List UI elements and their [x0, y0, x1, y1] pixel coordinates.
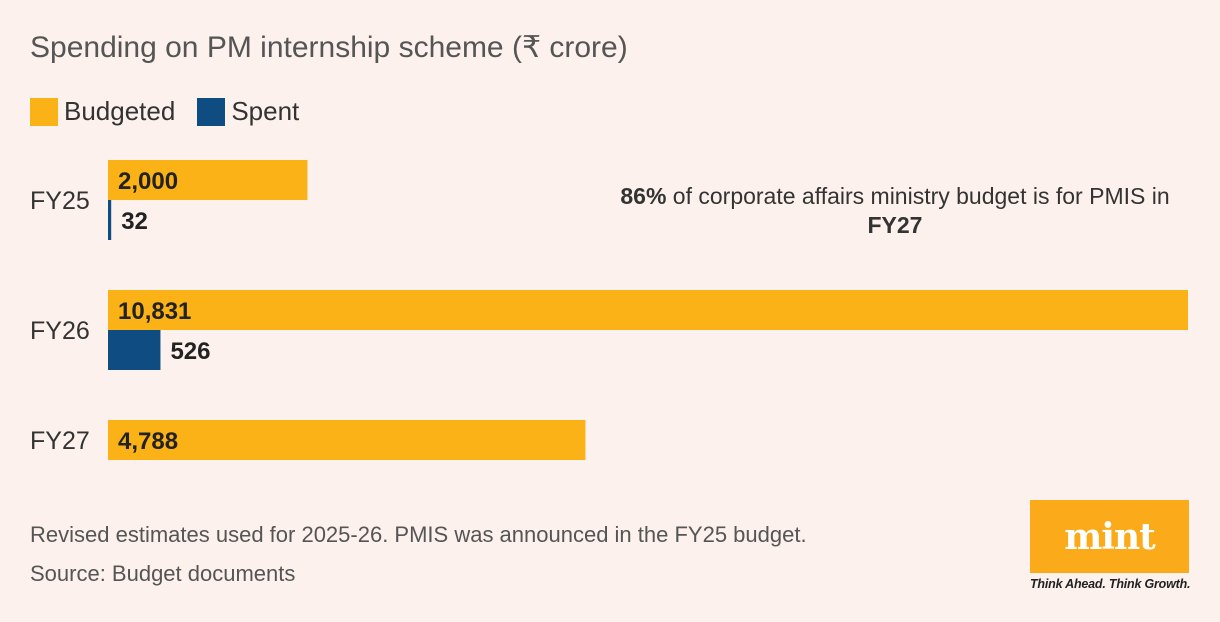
data-label-spent-fy26: 526: [170, 338, 210, 365]
legend-label-spent: Spent: [231, 96, 300, 126]
source-note: Source: Budget documents: [30, 561, 296, 586]
category-label-fy25: FY25: [30, 187, 90, 215]
category-label-fy27: FY27: [30, 427, 90, 455]
chart-legend: Budgeted Spent: [30, 96, 299, 127]
data-label-spent-fy25: 32: [121, 208, 148, 235]
bar-budgeted-fy26: [108, 290, 1188, 330]
bar-chart: FY25 2,000 32 FY26 10,831 526 FY27 4,788: [30, 160, 1188, 460]
bar-budgeted-fy27: [108, 420, 586, 460]
annotation-highlight-year: FY27: [867, 212, 923, 238]
legend-item-spent: Spent: [197, 96, 299, 127]
data-label-budgeted-fy26: 10,831: [118, 298, 191, 325]
data-label-budgeted-fy27: 4,788: [118, 428, 178, 455]
footnote: Revised estimates used for 2025-26. PMIS…: [30, 522, 807, 547]
legend-item-budgeted: Budgeted: [30, 96, 175, 127]
legend-swatch-spent: [197, 97, 226, 126]
chart-title: Spending on PM internship scheme (₹ cror…: [30, 31, 628, 64]
logo-tagline: Think Ahead. Think Growth.: [1030, 577, 1191, 591]
annotation-text: of corporate affairs ministry budget is …: [666, 183, 1170, 209]
annotation-highlight-percent: 86%: [620, 183, 667, 209]
category-label-fy26: FY26: [30, 317, 90, 345]
bar-budgeted-fy25: [108, 160, 308, 200]
logo-wordmark: mint: [1064, 515, 1156, 558]
bar-spent-fy25: [108, 200, 112, 240]
chart-annotation: 86% of corporate affairs ministry budget…: [618, 182, 1172, 240]
bar-spent-fy26: [108, 330, 161, 370]
mint-logo: mint: [1030, 500, 1189, 573]
legend-swatch-budgeted: [30, 97, 58, 126]
legend-label-budgeted: Budgeted: [64, 96, 176, 126]
data-label-budgeted-fy25: 2,000: [118, 168, 178, 195]
